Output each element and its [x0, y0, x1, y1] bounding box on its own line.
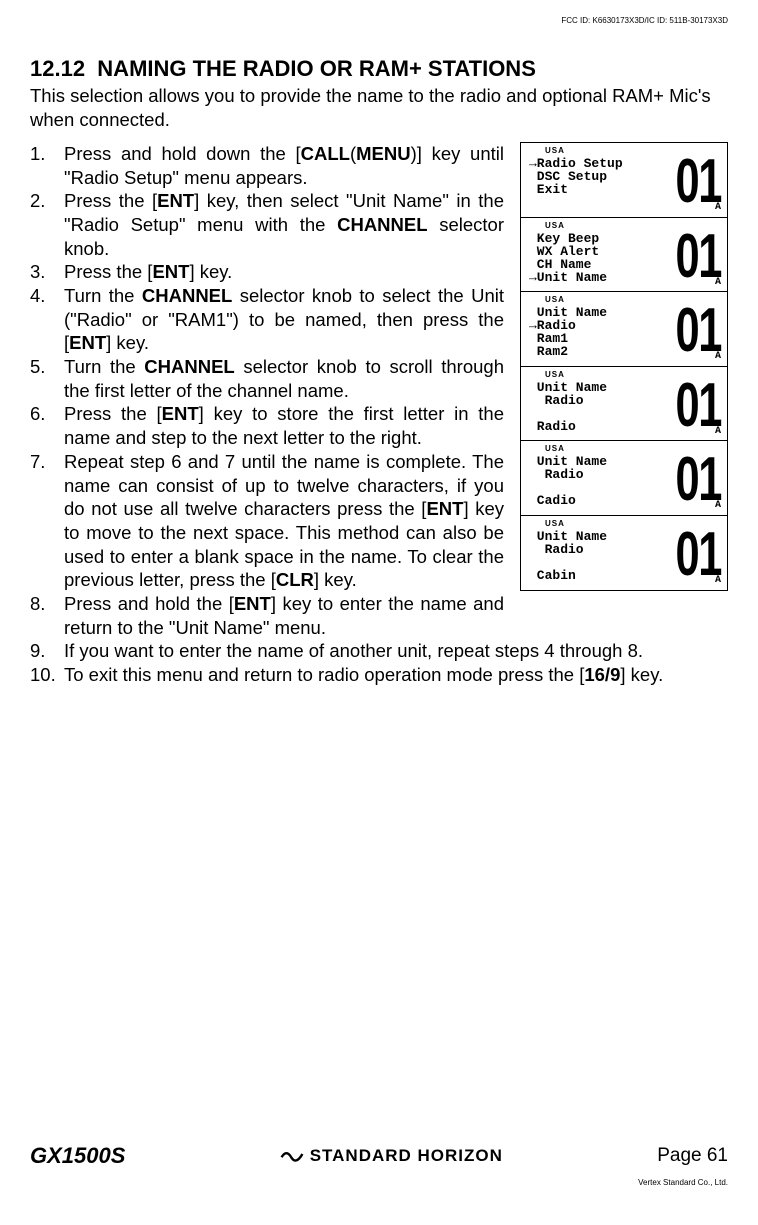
- lcd-line: Key Beep: [529, 232, 607, 245]
- lcd-line: Radio: [529, 394, 607, 407]
- lcd-line: Radio: [529, 543, 607, 556]
- lcd-stack: USA→Radio Setup DSC Setup Exit 01AUSA Ke…: [520, 142, 728, 589]
- step-9: If you want to enter the name of another…: [30, 639, 720, 663]
- lcd-suffix: A: [715, 426, 721, 437]
- lcd-usa-label: USA: [545, 444, 565, 453]
- lcd-lines: Unit Name Radio Cabin: [529, 530, 607, 582]
- lcd-screen-2: USA Key Beep WX Alert CH Name→Unit Name0…: [520, 217, 728, 293]
- lcd-line: [529, 556, 607, 569]
- lcd-screen-6: USA Unit Name Radio Cabin01A: [520, 515, 728, 591]
- lcd-line: Cabin: [529, 569, 607, 582]
- lcd-line: [529, 196, 623, 209]
- section-heading: NAMING THE RADIO OR RAM+ STATIONS: [97, 56, 536, 81]
- lcd-suffix: A: [715, 351, 721, 362]
- lcd-line: Ram2: [529, 345, 607, 358]
- footer: GX1500S STANDARD HORIZON Page 61: [30, 1143, 728, 1169]
- lcd-usa-label: USA: [545, 295, 565, 304]
- lcd-usa-label: USA: [545, 370, 565, 379]
- brand-label: STANDARD HORIZON: [280, 1145, 503, 1168]
- page-number: Page 61: [657, 1145, 728, 1167]
- lcd-usa-label: USA: [545, 146, 565, 155]
- brand-text: STANDARD HORIZON: [310, 1146, 503, 1166]
- lcd-suffix: A: [715, 500, 721, 511]
- lcd-lines: Unit Name Radio Cadio: [529, 455, 607, 507]
- lcd-screen-4: USA Unit Name Radio Radio01A: [520, 366, 728, 442]
- lcd-line: →Unit Name: [529, 271, 607, 284]
- intro-text: This selection allows you to provide the…: [30, 84, 728, 132]
- wave-icon: [280, 1145, 304, 1168]
- lcd-screen-1: USA→Radio Setup DSC Setup Exit 01A: [520, 142, 728, 218]
- lcd-line: Radio: [529, 468, 607, 481]
- lcd-line: Unit Name: [529, 381, 607, 394]
- lcd-line: Exit: [529, 183, 623, 196]
- lcd-lines: Unit Name Radio Radio: [529, 381, 607, 433]
- model-label: GX1500S: [30, 1143, 125, 1169]
- lcd-line: Radio: [529, 420, 607, 433]
- lcd-suffix: A: [715, 277, 721, 288]
- lcd-line: Cadio: [529, 494, 607, 507]
- lcd-screen-3: USA Unit Name→Radio Ram1 Ram201A: [520, 291, 728, 367]
- lcd-line: [529, 407, 607, 420]
- lcd-screen-5: USA Unit Name Radio Cadio01A: [520, 440, 728, 516]
- lcd-line: WX Alert: [529, 245, 607, 258]
- fcc-id: FCC ID: K6630173X3D/IC ID: 511B-30173X3D: [561, 16, 728, 25]
- lcd-lines: Unit Name→Radio Ram1 Ram2: [529, 306, 607, 358]
- lcd-suffix: A: [715, 575, 721, 586]
- lcd-suffix: A: [715, 202, 721, 213]
- lcd-lines: →Radio Setup DSC Setup Exit: [529, 157, 623, 209]
- lcd-line: CH Name: [529, 258, 607, 271]
- lcd-lines: Key Beep WX Alert CH Name→Unit Name: [529, 232, 607, 284]
- section-number: 12.12: [30, 56, 85, 81]
- lcd-usa-label: USA: [545, 519, 565, 528]
- lcd-usa-label: USA: [545, 221, 565, 230]
- section-title: 12.12 NAMING THE RADIO OR RAM+ STATIONS: [30, 56, 728, 82]
- vertex-note: Vertex Standard Co., Ltd.: [638, 1178, 728, 1187]
- step-10: To exit this menu and return to radio op…: [30, 663, 720, 687]
- lcd-line: Unit Name: [529, 530, 607, 543]
- step-8: Press and hold the [ENT] key to enter th…: [30, 592, 720, 639]
